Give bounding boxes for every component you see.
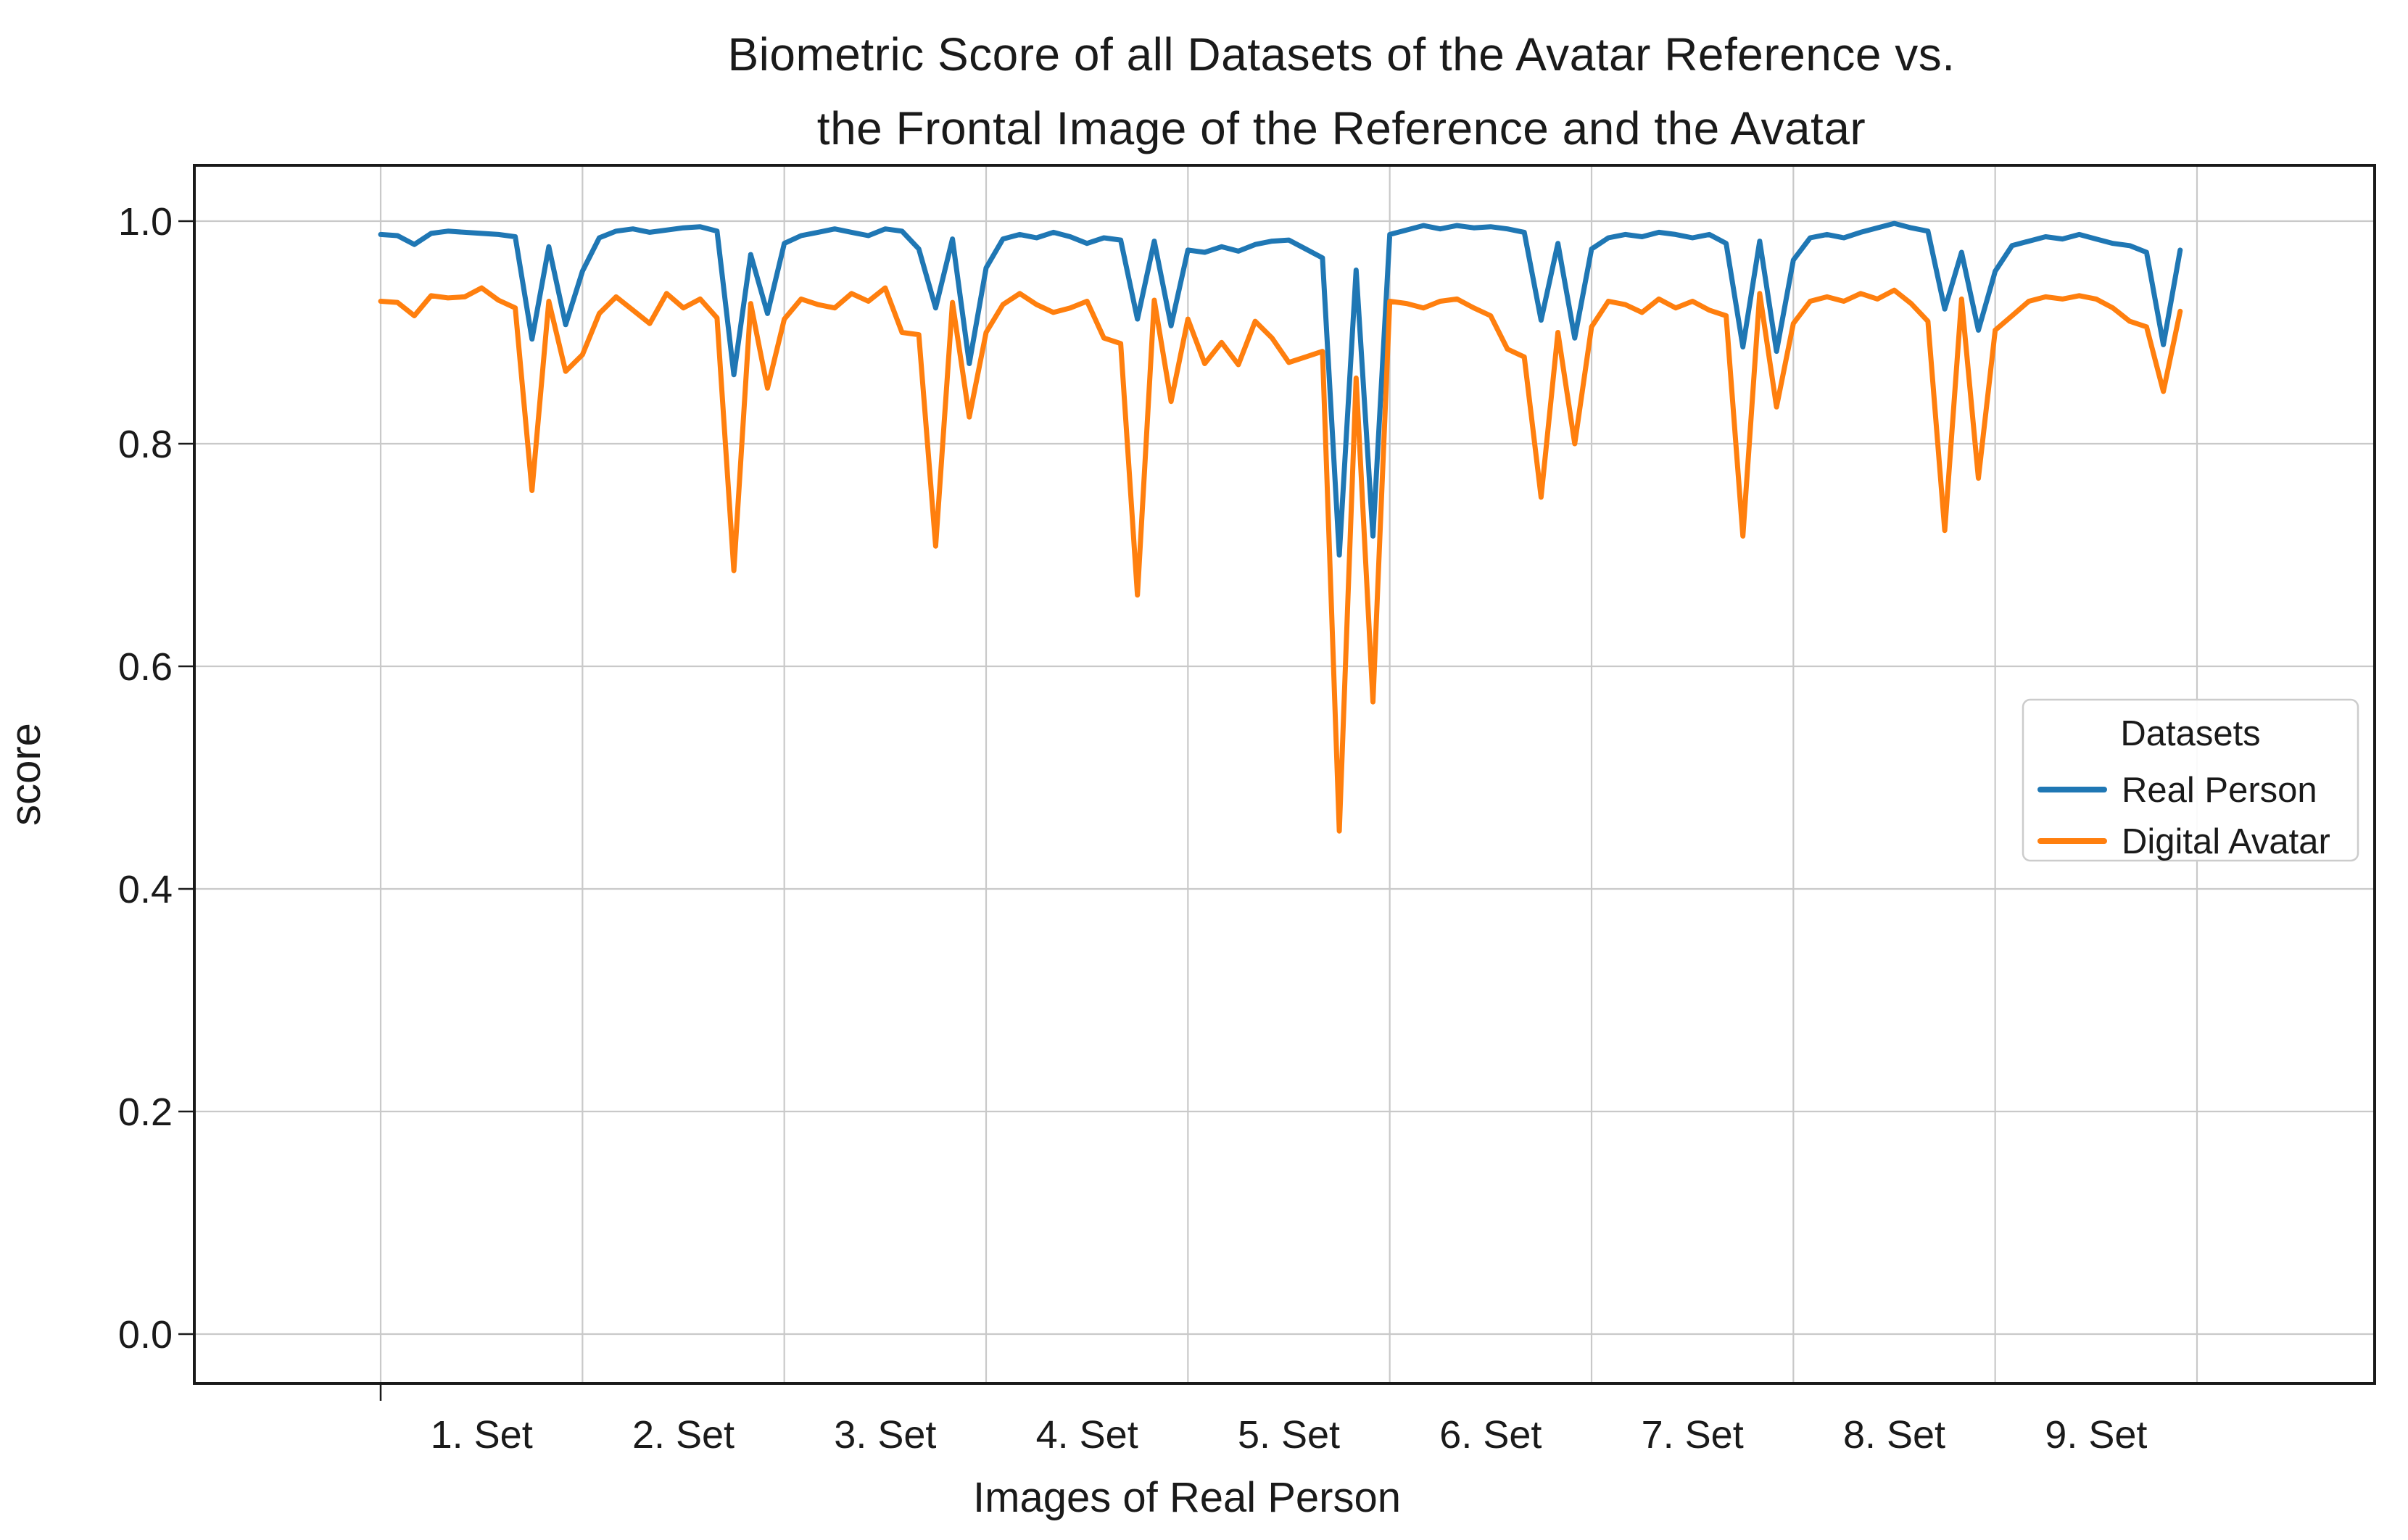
y-tick-label: 0.0 [118, 1313, 173, 1357]
data-series-layer [378, 220, 2183, 834]
x-axis-label: Images of Real Person [973, 1474, 1401, 1521]
series-line-real-person [378, 220, 2183, 558]
x-tick-label: 7. Set [1642, 1413, 1744, 1457]
y-axis-label: score [2, 723, 49, 826]
y-tick-label: 0.8 [118, 423, 173, 466]
x-tick-label: 3. Set [834, 1413, 936, 1457]
x-tick-label: 6. Set [1439, 1413, 1542, 1457]
x-tick-label: 9. Set [2045, 1413, 2147, 1457]
legend-box [2022, 698, 2359, 862]
legend-label-digital-avatar: Digital Avatar [2122, 822, 2330, 861]
y-tick-label: 0.2 [118, 1090, 173, 1134]
x-tick-label: 1. Set [431, 1413, 533, 1457]
y-tick-label: 1.0 [118, 200, 173, 244]
series-line-digital-avatar [378, 285, 2183, 834]
x-tick-label: 2. Set [632, 1413, 735, 1457]
x-tick-label: 8. Set [1843, 1413, 1945, 1457]
chart-title-line1: Biometric Score of all Datasets of the A… [727, 28, 1955, 80]
gridlines [194, 165, 2375, 1383]
x-tick-label: 5. Set [1238, 1413, 1340, 1457]
legend: Datasets Real Person Digital Avatar [2022, 698, 2359, 862]
legend-title: Datasets [2120, 714, 2260, 753]
x-tick-label: 4. Set [1036, 1413, 1138, 1457]
legend-label-real-person: Real Person [2122, 771, 2317, 810]
y-tick-label: 0.6 [118, 645, 173, 689]
chart-title-line2: the Frontal Image of the Reference and t… [817, 102, 1866, 154]
y-tick-label: 0.4 [118, 868, 173, 911]
plot-frame [193, 164, 2376, 1385]
axes-layer: 0.0 0.2 0.4 0.6 0.8 1.0 1. Set 2. Set 3. Set 4. S… [118, 164, 2376, 1457]
